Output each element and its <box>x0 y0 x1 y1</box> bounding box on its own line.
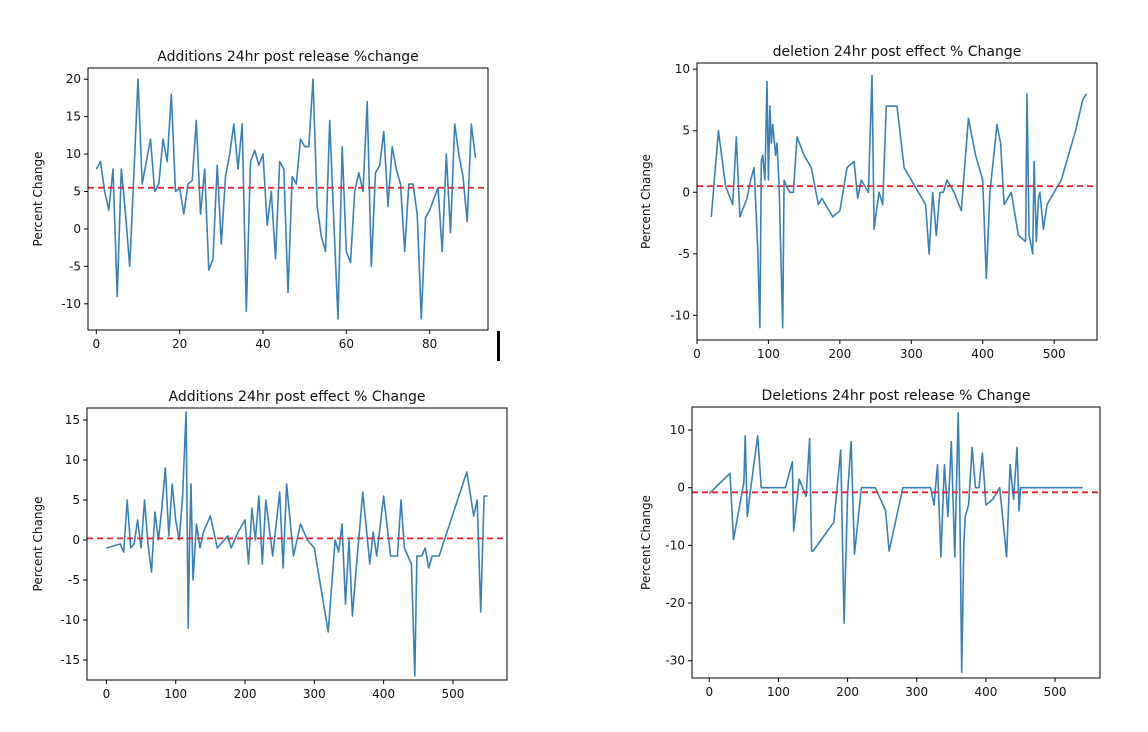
y-tick-label: 15 <box>65 413 80 427</box>
y-tick-label: 0 <box>73 222 81 236</box>
y-axis-label: Percent Change <box>31 497 45 592</box>
y-tick-label: -10 <box>60 613 80 627</box>
plot-frame <box>696 62 1098 341</box>
y-axis-label: Percent Change <box>639 154 653 249</box>
y-tick-label: 0 <box>682 185 690 199</box>
chart-title: Deletions 24hr post release % Change <box>762 388 1031 404</box>
plot-frame <box>86 407 508 681</box>
x-tick-label: 100 <box>757 347 780 361</box>
x-tick-label: 400 <box>971 347 994 361</box>
x-tick-label: 200 <box>836 685 859 699</box>
x-tick-label: 300 <box>303 687 326 701</box>
chart-additions-effect: Additions 24hr post effect % Change Perce… <box>31 389 508 701</box>
x-tick-label: 0 <box>693 347 701 361</box>
x-tick-label: 100 <box>767 685 790 699</box>
x-tick-label: 200 <box>828 347 851 361</box>
y-tick-label: 15 <box>66 110 81 124</box>
plot-frame <box>691 406 1101 679</box>
chart-deletion-effect: deletion 24hr post effect % Change Percen… <box>639 44 1098 361</box>
y-tick-label: -20 <box>665 596 685 610</box>
chart-title: deletion 24hr post effect % Change <box>773 44 1022 60</box>
y-tick-label: 10 <box>675 62 690 76</box>
x-tick-label: 400 <box>372 687 395 701</box>
x-tick-label: 80 <box>422 337 437 351</box>
chart-title: Additions 24hr post effect % Change <box>169 389 426 405</box>
y-tick-label: 10 <box>670 423 685 437</box>
y-tick-label: -10 <box>665 538 685 552</box>
chart-additions-release: Additions 24hr post release %change Perce… <box>31 49 489 351</box>
text-cursor-mark <box>497 331 500 361</box>
y-axis-label: Percent Change <box>31 152 45 247</box>
x-tick-label: 0 <box>705 685 713 699</box>
y-tick-label: -10 <box>670 308 690 322</box>
x-tick-label: 0 <box>103 687 111 701</box>
y-tick-label: 5 <box>72 493 80 507</box>
chart-deletions-release: Deletions 24hr post release % Change Perc… <box>639 388 1101 699</box>
y-tick-label: 10 <box>66 147 81 161</box>
y-axis-label: Percent Change <box>639 495 653 590</box>
x-tick-label: 60 <box>339 337 354 351</box>
x-tick-label: 40 <box>255 337 270 351</box>
y-tick-label: 10 <box>65 453 80 467</box>
x-tick-label: 20 <box>172 337 187 351</box>
series-line <box>710 74 1087 329</box>
x-tick-label: 200 <box>234 687 257 701</box>
x-tick-label: 400 <box>974 685 997 699</box>
series-line <box>106 411 488 677</box>
y-tick-label: 5 <box>73 185 81 199</box>
y-tick-label: -5 <box>68 573 80 587</box>
series-line <box>95 78 477 320</box>
y-tick-label: 0 <box>677 481 685 495</box>
y-tick-label: -15 <box>60 653 80 667</box>
y-tick-label: 20 <box>66 72 81 86</box>
x-tick-label: 0 <box>93 337 101 351</box>
series-line <box>708 411 1083 674</box>
x-tick-label: 500 <box>1043 347 1066 361</box>
y-tick-label: -30 <box>665 654 685 668</box>
y-tick-label: 5 <box>682 124 690 138</box>
chart-title: Additions 24hr post release %change <box>157 49 418 65</box>
y-tick-label: -5 <box>69 259 81 273</box>
x-tick-label: 300 <box>905 685 928 699</box>
x-tick-label: 100 <box>164 687 187 701</box>
x-tick-label: 500 <box>441 687 464 701</box>
y-tick-label: -5 <box>678 247 690 261</box>
x-tick-label: 300 <box>900 347 923 361</box>
plot-frame <box>87 67 489 331</box>
y-tick-label: 0 <box>72 533 80 547</box>
y-tick-label: -10 <box>61 297 81 311</box>
x-tick-label: 500 <box>1044 685 1067 699</box>
